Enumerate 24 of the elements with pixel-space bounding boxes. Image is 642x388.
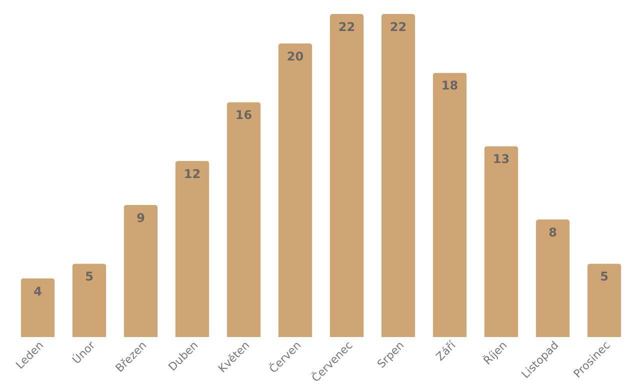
data-label: 20	[286, 49, 304, 64]
bar	[226, 102, 261, 337]
data-label: 4	[34, 284, 42, 298]
bar	[536, 220, 570, 337]
bar	[432, 72, 467, 337]
bar	[124, 204, 158, 337]
bar	[484, 146, 518, 337]
data-label: 18	[441, 78, 458, 93]
data-label: 12	[184, 166, 201, 181]
data-label: 9	[136, 210, 145, 225]
data-label: 5	[600, 270, 608, 284]
data-label: 5	[85, 270, 94, 284]
bar	[20, 278, 55, 337]
data-label: 8	[548, 226, 557, 240]
bar	[72, 264, 106, 337]
data-label: 22	[338, 20, 356, 34]
bar	[587, 264, 622, 337]
data-label: 16	[235, 108, 252, 122]
bar	[381, 14, 416, 337]
bar	[278, 43, 312, 337]
data-label: 13	[492, 152, 510, 166]
data-label: 22	[390, 20, 407, 34]
bar	[175, 160, 210, 337]
bar	[330, 14, 364, 337]
